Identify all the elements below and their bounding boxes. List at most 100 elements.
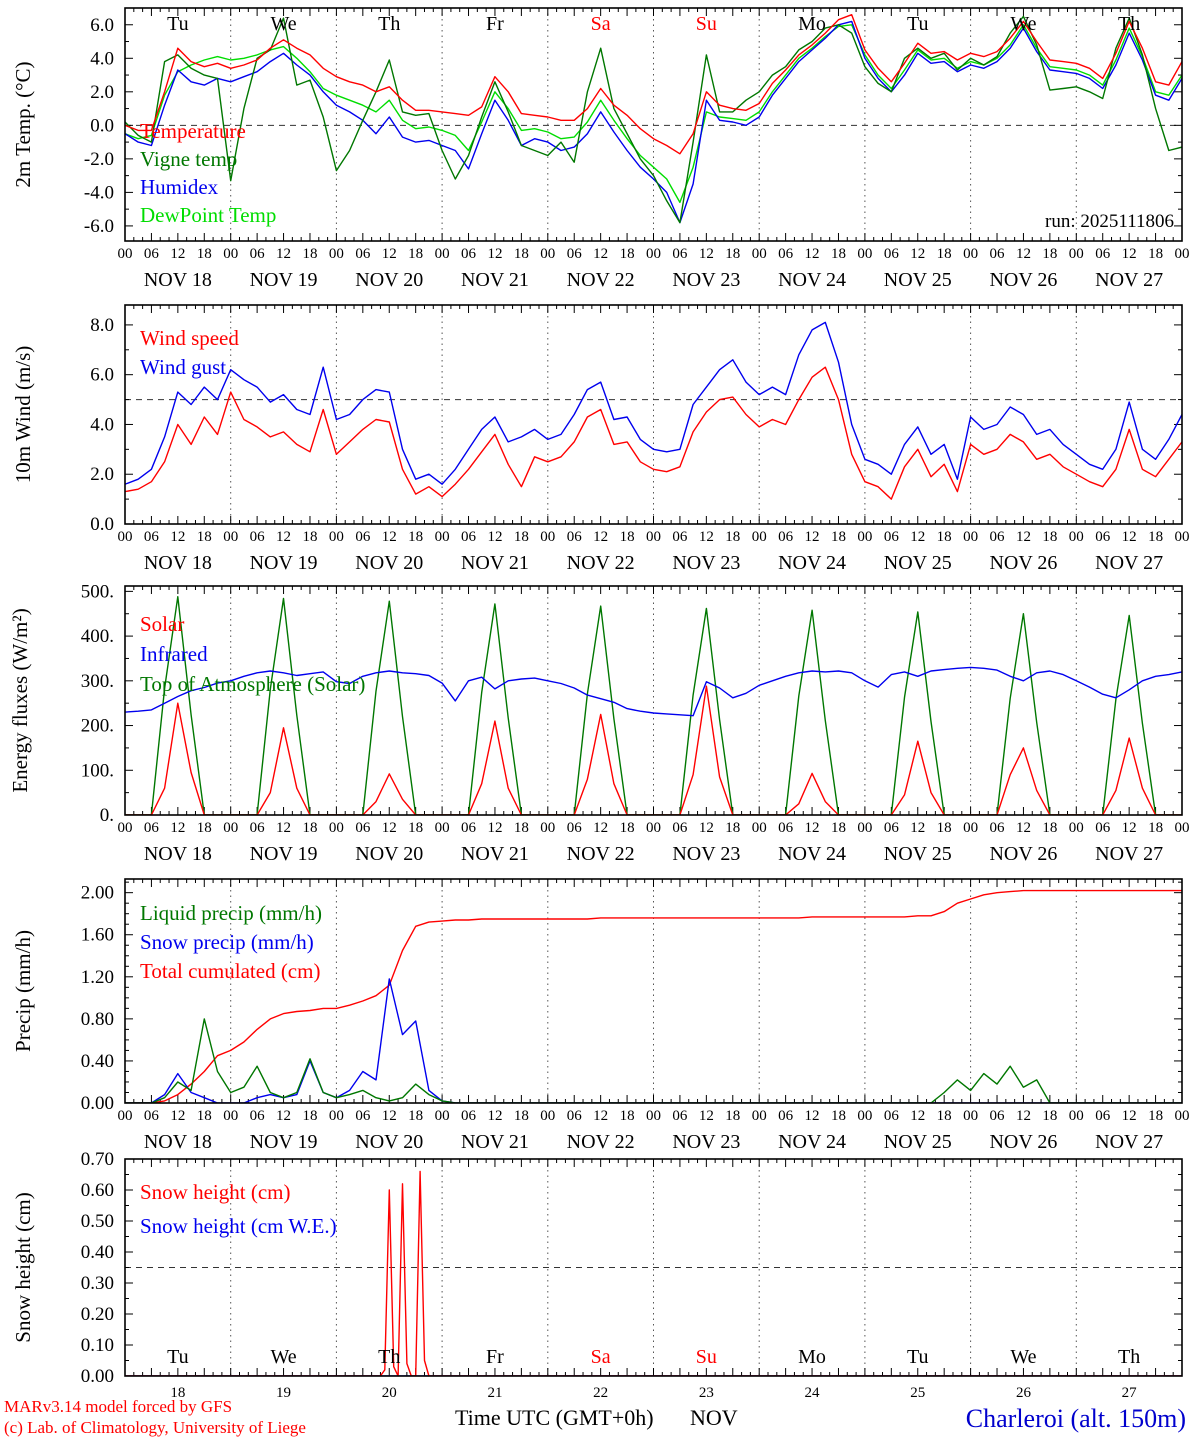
x-tick-label: 06	[990, 1108, 1006, 1124]
y-tick-label: 2.00	[81, 883, 114, 904]
y-tick-label: 0.80	[81, 1009, 114, 1030]
x-tick-label: 00	[435, 246, 450, 262]
x-tick-label: 00	[435, 1108, 450, 1124]
x-tick-label: 06	[144, 529, 160, 545]
day-name-label: Fr	[486, 1346, 504, 1368]
station-label: Charleroi (alt. 150m)	[966, 1404, 1186, 1433]
date-label: NOV 22	[567, 843, 635, 865]
x-tick-label: 00	[329, 820, 344, 836]
x-tick-label: 18	[620, 246, 635, 262]
x-tick-label: 18	[514, 529, 529, 545]
x-tick-label: 18	[831, 1108, 846, 1124]
x-tick-label: 12	[170, 246, 185, 262]
date-label: NOV 26	[989, 269, 1057, 291]
x-tick-label: 12	[1122, 246, 1137, 262]
panel-snow-height-cm: 0.00 0.10 0.20 0.30 0.40 0.50 0.60 0.70 Snow hei…	[11, 1149, 1183, 1401]
x-tick-label: 06	[1095, 1108, 1111, 1124]
x-tick-label: 18	[937, 1108, 952, 1124]
x-tick-label: 18	[1042, 1108, 1057, 1124]
x-tick-label: 00	[752, 1108, 767, 1124]
series-dewpoint-temp	[125, 24, 1182, 204]
x-tick-label: 18	[1148, 820, 1163, 836]
x-tick-label: 00	[752, 246, 767, 262]
x-tick-label: 12	[805, 1108, 820, 1124]
y-tick-label: 4.0	[90, 414, 114, 435]
day-name-label: Sa	[591, 1346, 611, 1368]
x-tick-label: 06	[567, 529, 583, 545]
y-tick-label: -2.0	[84, 149, 114, 170]
legend-total-cumulated-cm: Total cumulated (cm)	[140, 959, 320, 983]
day-name-label: Su	[696, 13, 717, 35]
x-tick-label: 18	[302, 246, 317, 262]
x-tick-label: 00	[963, 820, 978, 836]
x-tick-label: 00	[1175, 1108, 1190, 1124]
x-tick-label: 06	[672, 1108, 688, 1124]
date-label: NOV 23	[672, 843, 740, 865]
x-tick-label: 00	[223, 820, 238, 836]
x-tick-label: 06	[778, 529, 794, 545]
y-tick-label: 1.60	[81, 925, 114, 946]
date-label: NOV 21	[461, 1131, 529, 1153]
x-tick-label: 06	[355, 246, 371, 262]
date-label: NOV 20	[355, 1131, 423, 1153]
date-label: NOV 21	[461, 843, 529, 865]
x-tick-label: 00	[540, 246, 555, 262]
series-total-cumulated-cm	[125, 889, 1182, 1103]
date-label: NOV 24	[778, 269, 846, 291]
series-top-of-atmosphere-solar	[125, 596, 1182, 815]
x-tick-label: 06	[567, 1108, 583, 1124]
date-label: NOV 21	[461, 552, 529, 574]
legend-vigne-temp: Vigne temp	[140, 147, 237, 171]
x-tick-label: 00	[223, 1108, 238, 1124]
x-tick-label: 12	[382, 1108, 397, 1124]
day-number-label: 19	[276, 1385, 291, 1401]
x-tick-label: 18	[725, 1108, 740, 1124]
x-tick-label: 06	[461, 1108, 477, 1124]
x-tick-label: 12	[487, 529, 502, 545]
date-label: NOV 18	[144, 269, 212, 291]
y-tick-label: 0.00	[81, 1093, 114, 1114]
x-tick-label: 12	[910, 820, 925, 836]
x-tick-label: 00	[646, 1108, 661, 1124]
legend-dewpoint-temp: DewPoint Temp	[140, 203, 276, 227]
date-label: NOV 26	[989, 552, 1057, 574]
x-tick-label: 00	[118, 529, 133, 545]
x-tick-label: 12	[699, 246, 714, 262]
series-wind-gust	[125, 321, 1182, 485]
day-name-label: Tu	[907, 1346, 929, 1368]
date-label: NOV 23	[672, 269, 740, 291]
x-tick-label: 06	[250, 529, 266, 545]
series-temperature	[125, 13, 1182, 155]
x-tick-label: 18	[302, 1108, 317, 1124]
x-tick-label: 18	[1148, 246, 1163, 262]
x-tick-label: 06	[990, 820, 1006, 836]
x-tick-label: 00	[118, 1108, 133, 1124]
legend-snow-height-cm-w-e: Snow height (cm W.E.)	[140, 1214, 337, 1238]
date-label: NOV 27	[1095, 269, 1163, 291]
x-tick-label: 12	[487, 820, 502, 836]
day-number-label: 23	[699, 1385, 714, 1401]
legend-temperature: Temperature	[140, 119, 246, 143]
x-tick-label: 12	[1016, 529, 1031, 545]
x-tick-label: 00	[857, 820, 872, 836]
x-tick-label: 00	[646, 246, 661, 262]
y-tick-label: 6.0	[90, 15, 114, 36]
day-name-label: Sa	[591, 13, 611, 35]
x-tick-label: 12	[699, 529, 714, 545]
y-tick-label: 0.30	[81, 1273, 114, 1294]
x-tick-label: 18	[620, 1108, 635, 1124]
x-tick-label: 00	[118, 820, 133, 836]
x-tick-label: 18	[514, 820, 529, 836]
x-tick-label: 12	[487, 1108, 502, 1124]
day-name-label: We	[270, 13, 296, 35]
x-tick-label: 12	[382, 529, 397, 545]
date-label: NOV 21	[461, 269, 529, 291]
y-tick-label: 300.	[81, 671, 114, 692]
x-tick-label: 12	[1016, 1108, 1031, 1124]
x-tick-label: 06	[355, 529, 371, 545]
x-tick-label: 06	[672, 246, 688, 262]
series-liquid-precip-mm-h	[125, 1018, 1182, 1103]
day-number-label: 24	[805, 1385, 821, 1401]
series-group	[125, 889, 1182, 1103]
